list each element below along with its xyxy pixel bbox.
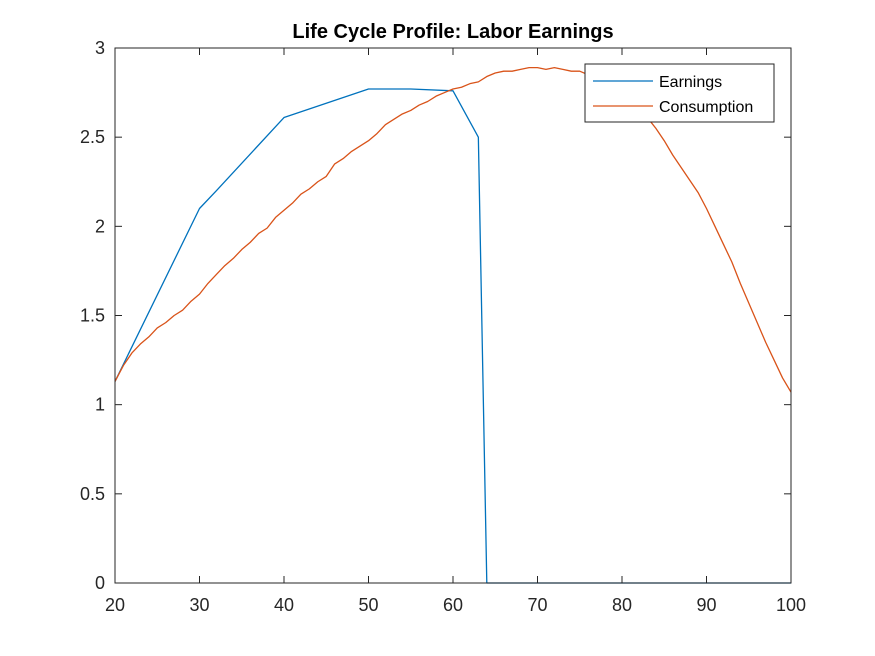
y-tick-label: 1 — [95, 395, 105, 415]
x-tick-label: 60 — [443, 595, 463, 615]
y-tick-label: 0.5 — [80, 484, 105, 504]
y-tick-label: 0 — [95, 573, 105, 593]
y-tick-label: 2 — [95, 216, 105, 236]
x-tick-label: 30 — [189, 595, 209, 615]
legend-box — [584, 63, 775, 123]
x-tick-label: 80 — [612, 595, 632, 615]
x-tick-label: 90 — [696, 595, 716, 615]
series-line-consumption — [114, 66, 792, 393]
legend-label-consumption: Consumption — [659, 99, 753, 116]
legend-label-earnings: Earnings — [659, 74, 722, 91]
x-tick-label: 50 — [358, 595, 378, 615]
x-tick-label: 20 — [105, 595, 125, 615]
legend: Earnings Consumption — [584, 63, 775, 123]
chart-title: Life Cycle Profile: Labor Earnings — [292, 21, 613, 43]
x-tick-label: 40 — [274, 595, 294, 615]
y-tick-label: 2.5 — [80, 127, 105, 147]
y-tick-label: 1.5 — [80, 306, 105, 326]
y-axis: 0 0.5 1 1.5 2 2.5 3 — [80, 38, 791, 593]
x-axis: 20 30 40 50 60 70 80 90 100 — [105, 48, 806, 615]
plot-area — [115, 48, 791, 583]
x-tick-label: 100 — [776, 595, 806, 615]
x-tick-label: 70 — [527, 595, 547, 615]
y-tick-label: 3 — [95, 38, 105, 58]
